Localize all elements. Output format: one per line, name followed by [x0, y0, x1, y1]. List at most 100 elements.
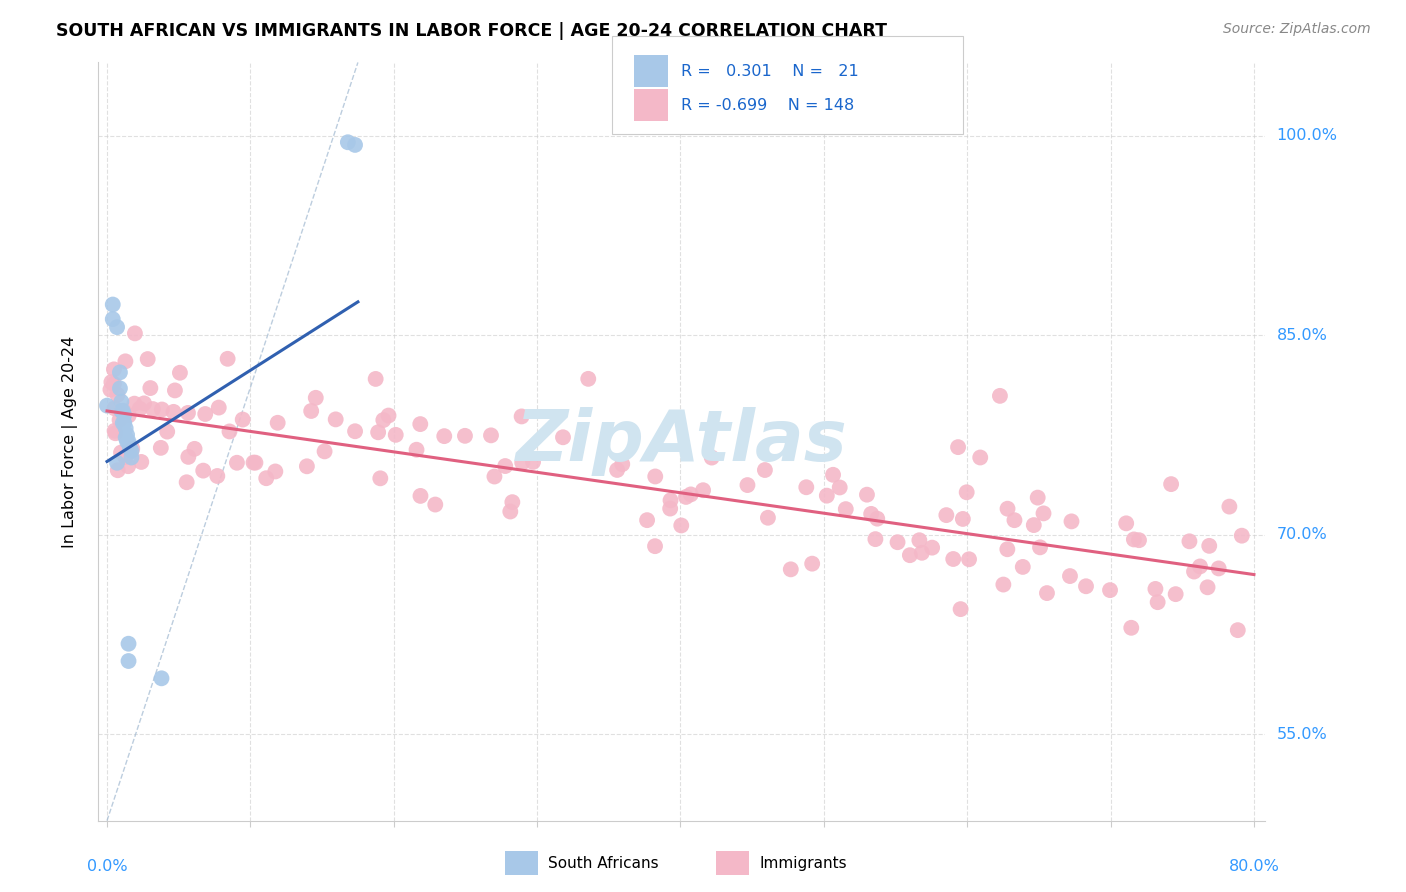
- Point: [606, 463, 628, 477]
- Point: [1022, 518, 1045, 533]
- Point: [207, 469, 229, 483]
- Point: [494, 458, 516, 473]
- Point: [156, 425, 179, 439]
- Point: [856, 488, 879, 502]
- Point: [118, 441, 141, 455]
- Point: [108, 413, 131, 427]
- Point: [111, 416, 134, 430]
- Point: [898, 548, 921, 562]
- Text: Source: ZipAtlas.com: Source: ZipAtlas.com: [1223, 22, 1371, 37]
- Point: [754, 463, 776, 477]
- Point: [636, 513, 658, 527]
- Point: [679, 487, 702, 501]
- Point: [218, 425, 240, 439]
- Point: [551, 430, 574, 444]
- Point: [425, 498, 447, 512]
- Point: [101, 297, 124, 311]
- Point: [405, 442, 427, 457]
- Point: [242, 456, 264, 470]
- Point: [104, 424, 127, 438]
- Point: [103, 376, 125, 391]
- Point: [865, 532, 887, 546]
- Point: [314, 444, 336, 458]
- Point: [737, 478, 759, 492]
- Point: [100, 383, 122, 397]
- Point: [115, 434, 138, 449]
- Point: [1218, 500, 1240, 514]
- Point: [115, 428, 138, 442]
- Point: [935, 508, 957, 522]
- Point: [264, 465, 287, 479]
- Point: [886, 535, 908, 549]
- Point: [112, 416, 135, 430]
- Point: [484, 469, 506, 483]
- Point: [779, 562, 801, 576]
- Point: [129, 455, 152, 469]
- Text: 55.0%: 55.0%: [1277, 727, 1327, 741]
- Point: [692, 483, 714, 498]
- Point: [957, 552, 980, 566]
- Point: [835, 502, 858, 516]
- Point: [121, 442, 143, 456]
- Point: [163, 384, 186, 398]
- Point: [911, 546, 934, 560]
- Point: [671, 518, 693, 533]
- Point: [108, 365, 131, 379]
- Point: [176, 475, 198, 490]
- Point: [1230, 529, 1253, 543]
- Point: [921, 541, 943, 555]
- Point: [117, 637, 139, 651]
- Point: [114, 421, 136, 435]
- Text: South Africans: South Africans: [548, 855, 659, 871]
- Point: [828, 480, 851, 494]
- Point: [522, 455, 544, 469]
- Point: [295, 459, 318, 474]
- Point: [177, 450, 200, 464]
- Point: [110, 445, 132, 459]
- Point: [433, 429, 456, 443]
- Point: [815, 489, 838, 503]
- Point: [217, 351, 239, 366]
- Point: [114, 431, 136, 445]
- Point: [1197, 580, 1219, 594]
- Point: [142, 402, 165, 417]
- Point: [1060, 515, 1083, 529]
- Point: [510, 456, 533, 470]
- Point: [107, 463, 129, 477]
- Text: 80.0%: 80.0%: [1229, 858, 1279, 873]
- Point: [177, 406, 200, 420]
- Point: [1121, 621, 1143, 635]
- Point: [988, 389, 1011, 403]
- Point: [1208, 561, 1230, 575]
- Point: [969, 450, 991, 465]
- Point: [794, 480, 817, 494]
- Point: [112, 408, 135, 422]
- Point: [384, 427, 406, 442]
- Point: [117, 654, 139, 668]
- Point: [1144, 582, 1167, 596]
- Point: [208, 401, 231, 415]
- Text: R =   0.301    N =   21: R = 0.301 N = 21: [681, 64, 858, 78]
- Point: [1011, 560, 1033, 574]
- Point: [149, 441, 172, 455]
- Point: [105, 320, 128, 334]
- Point: [1188, 559, 1211, 574]
- Text: ZipAtlas: ZipAtlas: [516, 407, 848, 476]
- Point: [659, 501, 682, 516]
- Point: [117, 434, 139, 449]
- Point: [946, 440, 969, 454]
- Point: [367, 425, 389, 440]
- Text: Immigrants: Immigrants: [759, 855, 846, 871]
- Point: [183, 442, 205, 456]
- Point: [150, 402, 173, 417]
- Point: [368, 471, 391, 485]
- Point: [1115, 516, 1137, 531]
- Point: [226, 456, 249, 470]
- Point: [409, 417, 432, 431]
- Point: [1198, 539, 1220, 553]
- Point: [107, 388, 129, 402]
- Point: [860, 507, 883, 521]
- Point: [866, 511, 889, 525]
- Point: [169, 366, 191, 380]
- Point: [479, 428, 502, 442]
